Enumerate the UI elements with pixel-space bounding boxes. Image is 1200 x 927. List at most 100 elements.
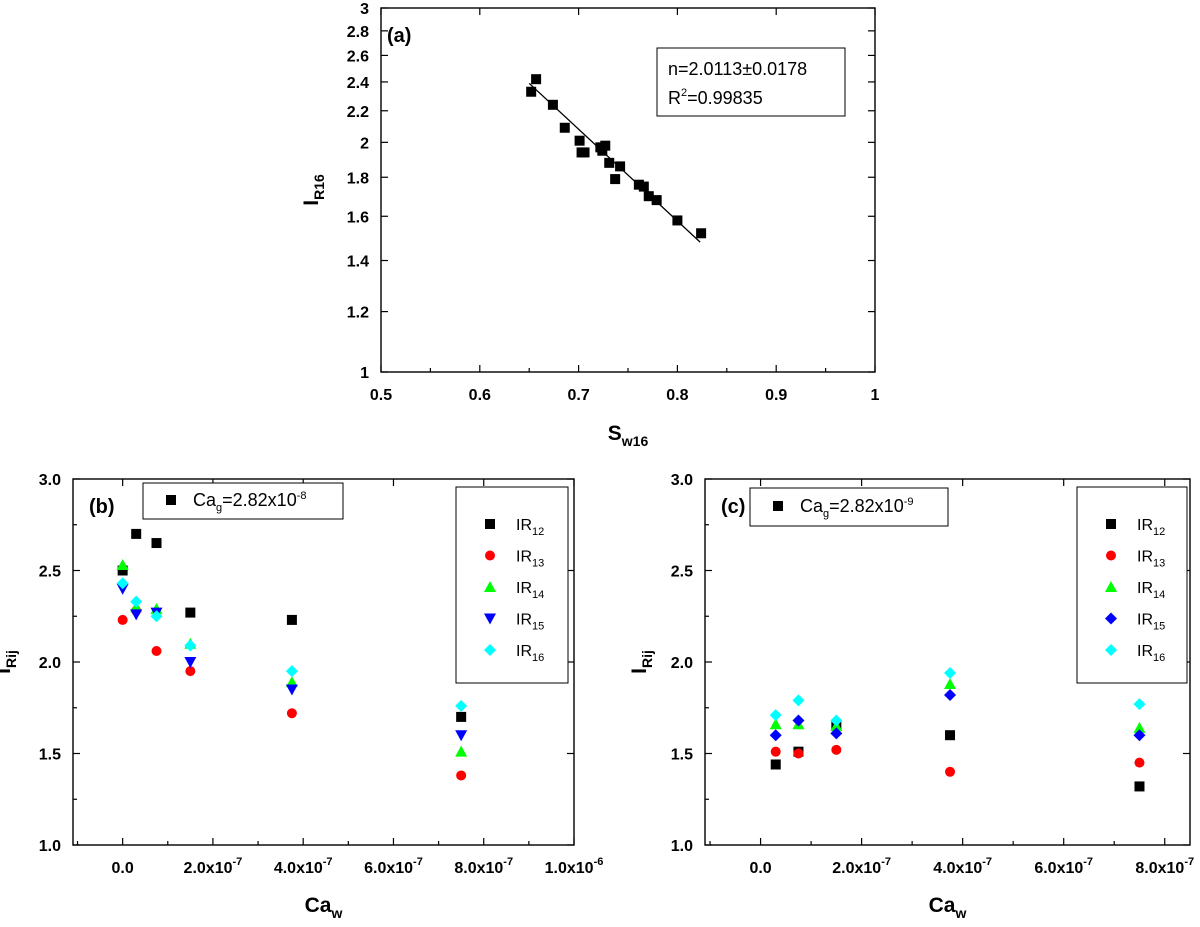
text-span: =0.99835 <box>687 88 763 108</box>
data-point <box>1134 757 1145 768</box>
data-point <box>604 157 615 168</box>
text-span: IR <box>1137 517 1153 534</box>
text-span: IR <box>516 612 532 629</box>
text-span: w <box>954 905 966 921</box>
x-tick-label: 0.0 <box>749 860 771 877</box>
text-span: 12 <box>532 526 544 538</box>
text-span: 14 <box>1153 589 1165 601</box>
text-span: IR <box>1137 643 1153 660</box>
text-span: =2.82x10 <box>829 496 904 516</box>
data-point <box>151 538 162 549</box>
legend-label: IR15 <box>516 612 544 633</box>
text-span: IR <box>516 549 532 566</box>
text-span: R16 <box>311 174 327 200</box>
text-span: w16 <box>621 433 649 449</box>
data-point <box>944 666 957 679</box>
data-point <box>116 559 129 571</box>
y-tick-label: 2.5 <box>671 564 693 581</box>
fit-r-squared-text: R2=0.99835 <box>668 87 763 108</box>
data-point <box>638 181 649 192</box>
legend-label: IR13 <box>1137 549 1165 570</box>
data-point <box>615 161 626 172</box>
legend-label: IR12 <box>1137 517 1165 538</box>
x-tick-label: 0.8 <box>666 387 688 404</box>
text-span: 14 <box>532 589 544 601</box>
legend-marker <box>485 519 495 529</box>
data-point <box>696 228 707 239</box>
text-span: I <box>0 668 15 674</box>
y-tick-label: 1.6 <box>347 209 369 226</box>
text-span: 2.0x10 <box>184 860 233 877</box>
text-span: -8 <box>297 490 307 502</box>
data-point <box>830 727 843 740</box>
text-span: 16 <box>532 652 544 664</box>
data-point <box>1133 729 1146 742</box>
legend-marker <box>1105 644 1117 656</box>
x-axis-label: Sw16 <box>608 422 649 449</box>
legend-label: IR16 <box>516 643 544 664</box>
panel-b: 0.0 2.0x10-7 4.0x10-7 6.0x10-7 8.0x10-7 1.0x1… <box>0 472 603 921</box>
y-tick-label: 1.0 <box>39 838 61 855</box>
text-span: R <box>668 88 681 108</box>
condition-marker <box>166 495 176 505</box>
legend-marker <box>1105 612 1117 625</box>
x-tick-label: 0.7 <box>567 387 589 404</box>
data-point <box>830 714 843 727</box>
text-span: 8.0x10 <box>454 860 503 877</box>
data-point <box>643 191 654 202</box>
text-span: IR <box>516 580 532 597</box>
x-tick-label: 0.6 <box>469 387 491 404</box>
text-span: 2.0x10 <box>832 860 881 877</box>
data-point <box>944 677 957 689</box>
data-point <box>945 730 956 741</box>
text-span: 13 <box>532 558 544 570</box>
data-point <box>559 122 570 133</box>
panel-a: 0.5 0.6 0.7 0.8 0.9 1 1 1.2 1.4 1.6 1.8 2 2.2 2.4 2.6 2… <box>300 1 880 449</box>
legend-label: IR15 <box>1137 612 1165 633</box>
text-span: 6.0x10 <box>1034 860 1083 877</box>
text-span: -9 <box>904 496 914 508</box>
y-tick-label: 1 <box>360 365 369 382</box>
data-point <box>185 666 196 677</box>
data-point <box>769 718 782 730</box>
x-tick-label: 1.0x10-6 <box>545 856 604 877</box>
data-point <box>456 770 467 781</box>
text-span: Rij <box>3 650 19 668</box>
fit-annotation-box <box>656 47 846 117</box>
data-point <box>672 215 683 226</box>
y-tick-label: 3.0 <box>671 472 693 489</box>
x-axis-label: Caw <box>929 894 967 921</box>
text-span: -6 <box>594 856 604 868</box>
data-point <box>1133 698 1146 711</box>
data-point <box>184 657 197 668</box>
data-point <box>610 174 621 185</box>
text-span: 15 <box>1153 621 1165 633</box>
legend-label: IR13 <box>516 549 544 570</box>
y-tick-label: 2.0 <box>671 655 693 672</box>
legend-box <box>1076 486 1188 684</box>
text-span: IR <box>516 643 532 660</box>
text-span: g <box>823 508 829 520</box>
x-tick-label: 8.0x10-7 <box>1135 856 1194 877</box>
data-point <box>574 135 585 146</box>
data-point <box>184 639 197 652</box>
legend-label: IR12 <box>516 517 544 538</box>
data-point <box>792 694 805 707</box>
text-span: I <box>300 200 323 206</box>
text-span: 12 <box>1153 526 1165 538</box>
text-span: -7 <box>413 856 423 868</box>
legend-label: IR14 <box>1137 580 1165 601</box>
text-span: g <box>216 502 222 514</box>
data-point <box>831 744 842 755</box>
data-point <box>1133 721 1146 733</box>
data-point <box>600 140 611 151</box>
y-axis-label: IRij <box>0 650 19 674</box>
y-tick-label: 1.4 <box>347 254 369 271</box>
panel-label: (a) <box>387 25 411 47</box>
x-tick-label: 6.0x10-7 <box>364 856 423 877</box>
data-point <box>455 730 468 742</box>
data-point <box>285 684 298 696</box>
text-span: -7 <box>881 856 891 868</box>
y-axis-label: IRij <box>628 650 655 674</box>
